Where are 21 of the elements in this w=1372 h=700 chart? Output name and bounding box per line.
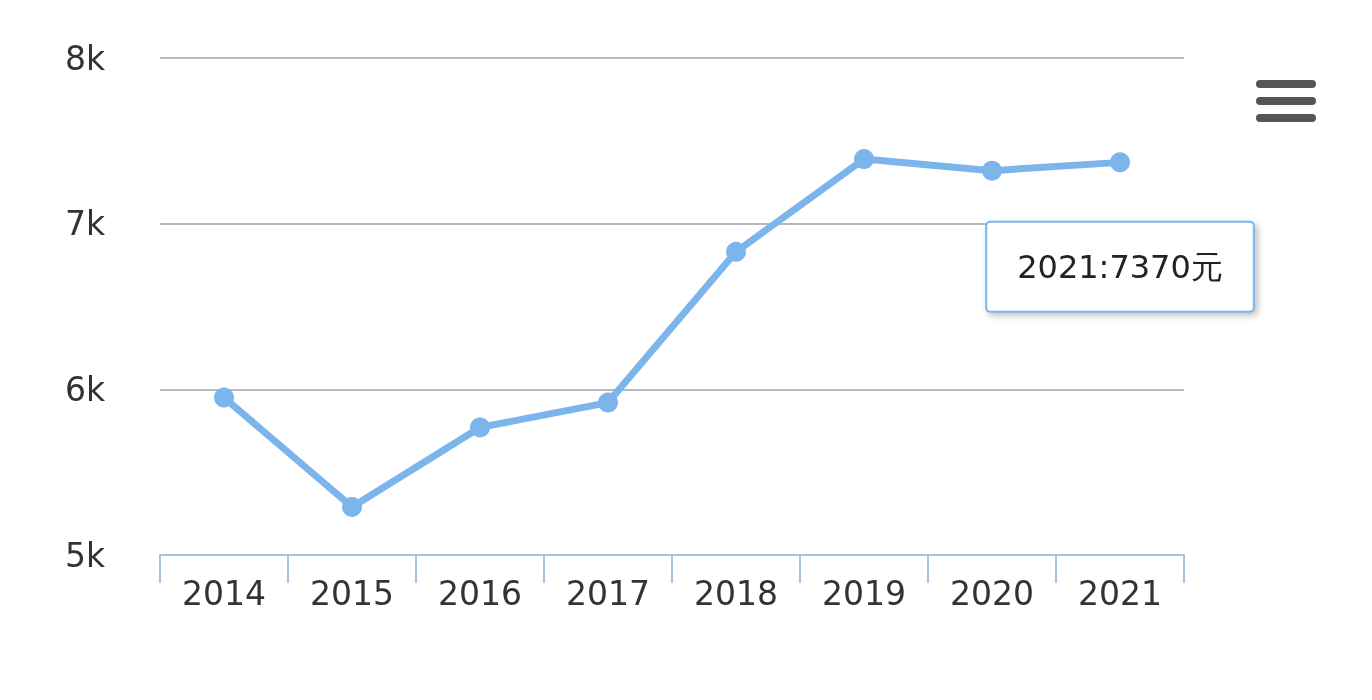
point bbox=[726, 241, 746, 262]
x-tick-label: 2016 bbox=[438, 574, 522, 613]
x-tick-label: 2017 bbox=[566, 574, 650, 613]
point bbox=[1110, 152, 1130, 173]
point bbox=[982, 160, 1002, 181]
point bbox=[214, 387, 234, 408]
point bbox=[342, 496, 362, 517]
x-tick-label: 2020 bbox=[950, 574, 1034, 613]
x-tick-label: 2018 bbox=[694, 574, 778, 613]
point bbox=[470, 417, 490, 438]
y-tick-label: 5k bbox=[64, 535, 106, 575]
point bbox=[598, 392, 618, 413]
x-tick-label: 2021 bbox=[1078, 574, 1162, 613]
y-tick-label: 6k bbox=[64, 369, 106, 409]
x-tick-label: 2019 bbox=[822, 574, 906, 613]
x-tick-label: 2014 bbox=[182, 574, 266, 613]
y-tick-label: 8k bbox=[64, 38, 106, 78]
x-tick-label: 2015 bbox=[310, 574, 394, 613]
annotation: 2021:7370元 bbox=[1017, 247, 1223, 286]
point bbox=[854, 149, 874, 170]
y-tick-label: 7k bbox=[64, 204, 106, 244]
